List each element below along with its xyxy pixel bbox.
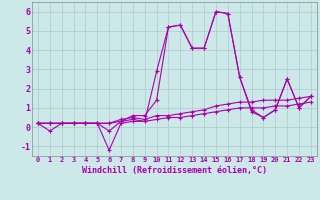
X-axis label: Windchill (Refroidissement éolien,°C): Windchill (Refroidissement éolien,°C): [82, 166, 267, 175]
